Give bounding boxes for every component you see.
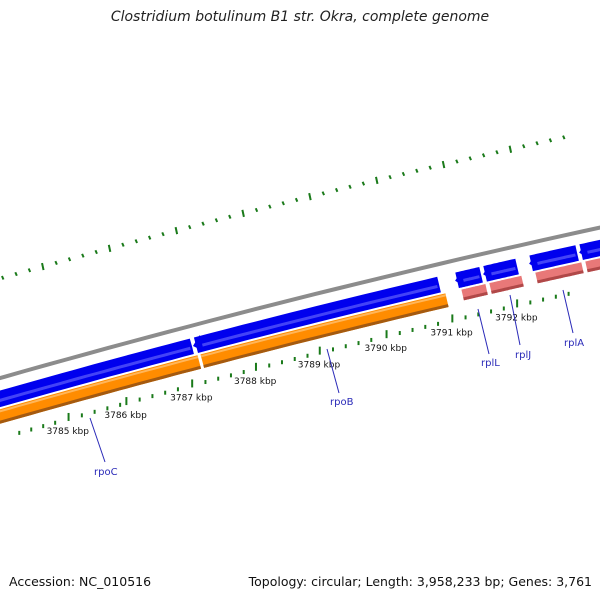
scale-label: 3788 kbp bbox=[234, 377, 277, 387]
gene-leader-line bbox=[509, 294, 521, 346]
gene-track-shadow bbox=[0, 365, 202, 424]
gene-label-rplA: rplA bbox=[564, 338, 584, 349]
ribosomal-track-segment bbox=[489, 275, 524, 294]
gc-tick bbox=[94, 249, 98, 255]
gc-tick bbox=[27, 268, 32, 273]
cds-arrow-head bbox=[579, 243, 589, 259]
gene-label-rplJ: rplJ bbox=[515, 350, 531, 361]
gc-tick bbox=[107, 244, 112, 253]
gc-tick bbox=[294, 197, 299, 203]
ribosomal-track-shadow bbox=[587, 266, 600, 273]
gc-tick bbox=[14, 271, 18, 277]
gc-tick bbox=[548, 138, 553, 143]
gc-tick bbox=[174, 226, 179, 235]
genome-summary: Topology: circular; Length: 3,958,233 bp… bbox=[248, 574, 592, 589]
scale-label: 3789 kbp bbox=[298, 361, 341, 371]
cds-highlight bbox=[459, 275, 480, 283]
gene-label-rplL: rplL bbox=[481, 358, 500, 369]
gc-tick bbox=[562, 135, 566, 140]
cds-arrow-head bbox=[455, 271, 465, 287]
map-title: Clostridium botulinum B1 str. Okra, comp… bbox=[110, 9, 490, 25]
scale-label: 3785 kbp bbox=[47, 427, 90, 437]
cds-highlight bbox=[198, 285, 438, 348]
gc-tick bbox=[495, 150, 499, 155]
gc-tick bbox=[375, 176, 379, 185]
cds-highlight bbox=[0, 346, 191, 402]
accession-label: Accession: NC_010516 bbox=[9, 574, 152, 589]
gc-tick bbox=[428, 165, 432, 170]
scale-label: 3787 kbp bbox=[170, 393, 213, 403]
gc-tick bbox=[522, 144, 526, 149]
scale-label: 3790 kbp bbox=[365, 344, 408, 354]
gene-track-shadow bbox=[203, 304, 449, 368]
gene-leader-line bbox=[562, 289, 574, 334]
gc-tick bbox=[321, 191, 325, 196]
gc-tick bbox=[1, 275, 5, 280]
gc-tick bbox=[308, 192, 312, 201]
gc-tick bbox=[455, 159, 459, 164]
gc-tick bbox=[121, 242, 125, 247]
gc-tick bbox=[468, 156, 472, 161]
gene-leader-line bbox=[477, 308, 490, 355]
gc-tick bbox=[147, 235, 152, 240]
gene-label-rpoC: rpoC bbox=[94, 467, 118, 478]
gc-tick bbox=[401, 171, 406, 177]
cds-highlight bbox=[487, 266, 516, 277]
gc-tick bbox=[508, 145, 513, 153]
gc-tick bbox=[415, 168, 419, 173]
scale-label: 3791 kbp bbox=[430, 328, 473, 338]
scale-label: 3786 kbp bbox=[104, 411, 147, 421]
gc-tick bbox=[188, 225, 192, 230]
gc-tick bbox=[535, 141, 539, 146]
ribosomal-track-segment bbox=[535, 262, 584, 284]
gc-tick bbox=[228, 214, 232, 219]
cds-highlight bbox=[533, 253, 576, 266]
gc-tick bbox=[67, 257, 72, 262]
cds-arrow-head bbox=[529, 254, 539, 270]
gene-leader-line bbox=[326, 348, 340, 394]
ribosomal-track-shadow bbox=[491, 283, 524, 294]
cds-arrow-head bbox=[192, 334, 205, 352]
gc-tick bbox=[334, 187, 339, 193]
gene-label-rpoB: rpoB bbox=[330, 397, 354, 408]
gc-tick bbox=[481, 153, 486, 158]
gc-tick bbox=[214, 218, 219, 223]
backbone-line bbox=[0, 225, 600, 381]
gc-tick bbox=[388, 175, 392, 180]
cds-arrow-head bbox=[483, 264, 493, 281]
gc-tick bbox=[348, 184, 352, 189]
gene-leader-line bbox=[89, 417, 106, 463]
gc-tick bbox=[134, 239, 138, 244]
cds-arrow bbox=[579, 239, 600, 260]
ribosomal-track-shadow bbox=[463, 291, 488, 301]
ribosomal-track-shadow bbox=[537, 270, 584, 284]
gene-track-segment bbox=[200, 293, 449, 368]
gc-tick bbox=[441, 160, 446, 169]
gc-tick bbox=[241, 209, 245, 218]
gc-tick bbox=[41, 262, 45, 271]
gc-tick bbox=[54, 260, 58, 266]
gene-track-highlight bbox=[0, 356, 199, 413]
gc-tick bbox=[268, 204, 272, 209]
gc-tick bbox=[361, 181, 366, 186]
gc-tick bbox=[81, 253, 85, 258]
gene-track-highlight bbox=[200, 294, 447, 358]
gc-tick bbox=[201, 221, 205, 226]
gc-tick bbox=[281, 201, 285, 206]
scale-label: 3792 kbp bbox=[495, 313, 538, 323]
gc-tick bbox=[254, 207, 259, 213]
gc-tick bbox=[161, 232, 165, 237]
